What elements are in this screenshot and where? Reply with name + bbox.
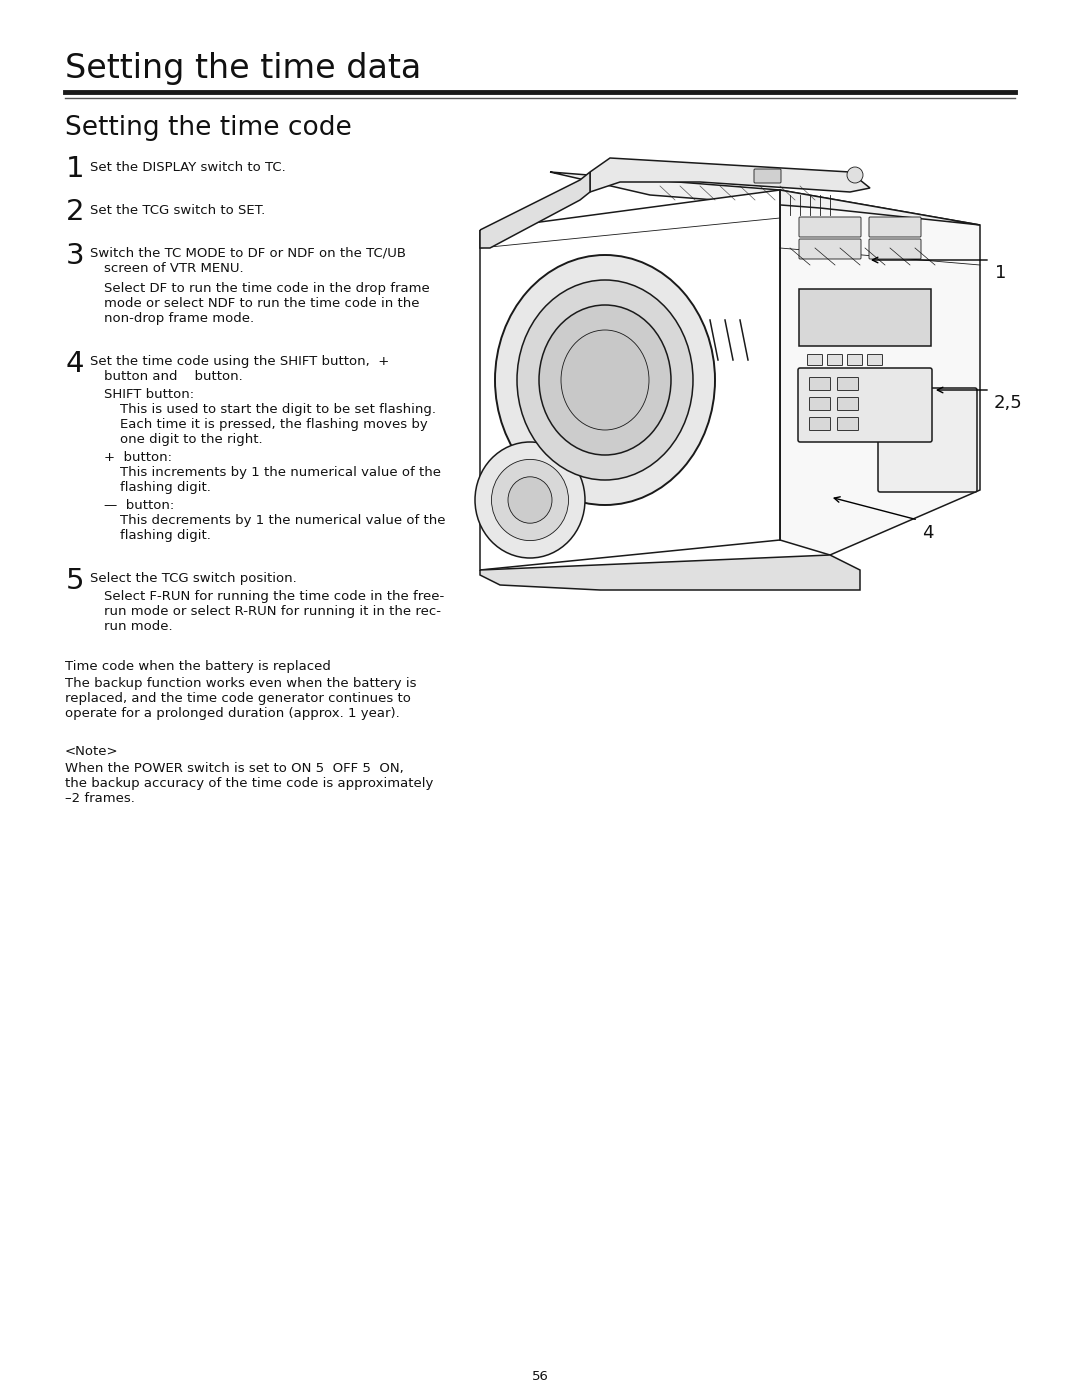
Text: –2 frames.: –2 frames. — [65, 792, 135, 805]
Text: This is used to start the digit to be set flashing.: This is used to start the digit to be se… — [120, 402, 436, 416]
Text: +  button:: + button: — [104, 451, 172, 464]
FancyBboxPatch shape — [810, 418, 831, 430]
PathPatch shape — [480, 172, 590, 249]
Text: 5: 5 — [66, 567, 84, 595]
Text: Setting the time data: Setting the time data — [65, 52, 421, 85]
Circle shape — [847, 168, 863, 183]
Text: flashing digit.: flashing digit. — [120, 481, 211, 495]
Text: Set the TCG switch to SET.: Set the TCG switch to SET. — [90, 204, 266, 217]
Text: Each time it is pressed, the flashing moves by: Each time it is pressed, the flashing mo… — [120, 418, 428, 432]
FancyBboxPatch shape — [869, 217, 921, 237]
Text: Set the DISPLAY switch to TC.: Set the DISPLAY switch to TC. — [90, 161, 286, 175]
FancyBboxPatch shape — [810, 377, 831, 391]
Text: Set the time code using the SHIFT button,  +: Set the time code using the SHIFT button… — [90, 355, 389, 367]
PathPatch shape — [550, 172, 980, 225]
Text: 4: 4 — [922, 524, 933, 542]
FancyBboxPatch shape — [878, 388, 977, 492]
Text: 4: 4 — [66, 351, 84, 379]
Text: SHIFT button:: SHIFT button: — [104, 388, 194, 401]
FancyBboxPatch shape — [837, 377, 859, 391]
Text: operate for a prolonged duration (approx. 1 year).: operate for a prolonged duration (approx… — [65, 707, 400, 719]
FancyBboxPatch shape — [799, 217, 861, 237]
Ellipse shape — [495, 256, 715, 504]
Text: When the POWER switch is set to ON 5  OFF 5  ON,: When the POWER switch is set to ON 5 OFF… — [65, 761, 404, 775]
FancyBboxPatch shape — [837, 418, 859, 430]
FancyBboxPatch shape — [827, 355, 842, 366]
Text: Setting the time code: Setting the time code — [65, 115, 352, 141]
FancyBboxPatch shape — [799, 239, 861, 258]
Text: screen of VTR MENU.: screen of VTR MENU. — [104, 263, 244, 275]
FancyBboxPatch shape — [798, 367, 932, 441]
FancyBboxPatch shape — [810, 398, 831, 411]
PathPatch shape — [780, 190, 980, 555]
FancyBboxPatch shape — [867, 355, 882, 366]
PathPatch shape — [480, 555, 860, 590]
Text: <Note>: <Note> — [65, 745, 119, 759]
PathPatch shape — [590, 158, 870, 191]
Text: run mode or select R-RUN for running it in the rec-: run mode or select R-RUN for running it … — [104, 605, 441, 617]
Ellipse shape — [517, 279, 693, 481]
Text: 2: 2 — [66, 198, 84, 226]
Text: 1: 1 — [66, 155, 84, 183]
Text: —  button:: — button: — [104, 499, 174, 511]
FancyBboxPatch shape — [837, 398, 859, 411]
FancyBboxPatch shape — [869, 239, 921, 258]
FancyBboxPatch shape — [754, 169, 781, 183]
Text: This increments by 1 the numerical value of the: This increments by 1 the numerical value… — [120, 467, 441, 479]
Text: Select F-RUN for running the time code in the free-: Select F-RUN for running the time code i… — [104, 590, 444, 604]
Text: This decrements by 1 the numerical value of the: This decrements by 1 the numerical value… — [120, 514, 446, 527]
Text: Select DF to run the time code in the drop frame: Select DF to run the time code in the dr… — [104, 282, 430, 295]
Text: 2,5: 2,5 — [994, 394, 1023, 412]
FancyBboxPatch shape — [848, 355, 863, 366]
Ellipse shape — [475, 441, 585, 557]
Text: replaced, and the time code generator continues to: replaced, and the time code generator co… — [65, 692, 410, 705]
Text: button and    button.: button and button. — [104, 370, 243, 383]
Text: Switch the TC MODE to DF or NDF on the TC/UB: Switch the TC MODE to DF or NDF on the T… — [90, 247, 406, 260]
Text: Select the TCG switch position.: Select the TCG switch position. — [90, 571, 297, 585]
Text: non-drop frame mode.: non-drop frame mode. — [104, 312, 254, 326]
Ellipse shape — [508, 476, 552, 524]
FancyBboxPatch shape — [808, 355, 823, 366]
Text: Time code when the battery is replaced: Time code when the battery is replaced — [65, 659, 330, 673]
Ellipse shape — [539, 305, 671, 455]
Text: the backup accuracy of the time code is approximately: the backup accuracy of the time code is … — [65, 777, 433, 789]
Text: one digit to the right.: one digit to the right. — [120, 433, 262, 446]
Text: run mode.: run mode. — [104, 620, 173, 633]
Ellipse shape — [561, 330, 649, 430]
Text: The backup function works even when the battery is: The backup function works even when the … — [65, 678, 417, 690]
Text: 56: 56 — [531, 1370, 549, 1383]
Text: mode or select NDF to run the time code in the: mode or select NDF to run the time code … — [104, 298, 419, 310]
Text: 1: 1 — [995, 264, 1007, 282]
FancyBboxPatch shape — [799, 289, 931, 346]
PathPatch shape — [480, 190, 780, 570]
Text: 3: 3 — [66, 242, 84, 270]
Text: flashing digit.: flashing digit. — [120, 529, 211, 542]
Ellipse shape — [491, 460, 568, 541]
